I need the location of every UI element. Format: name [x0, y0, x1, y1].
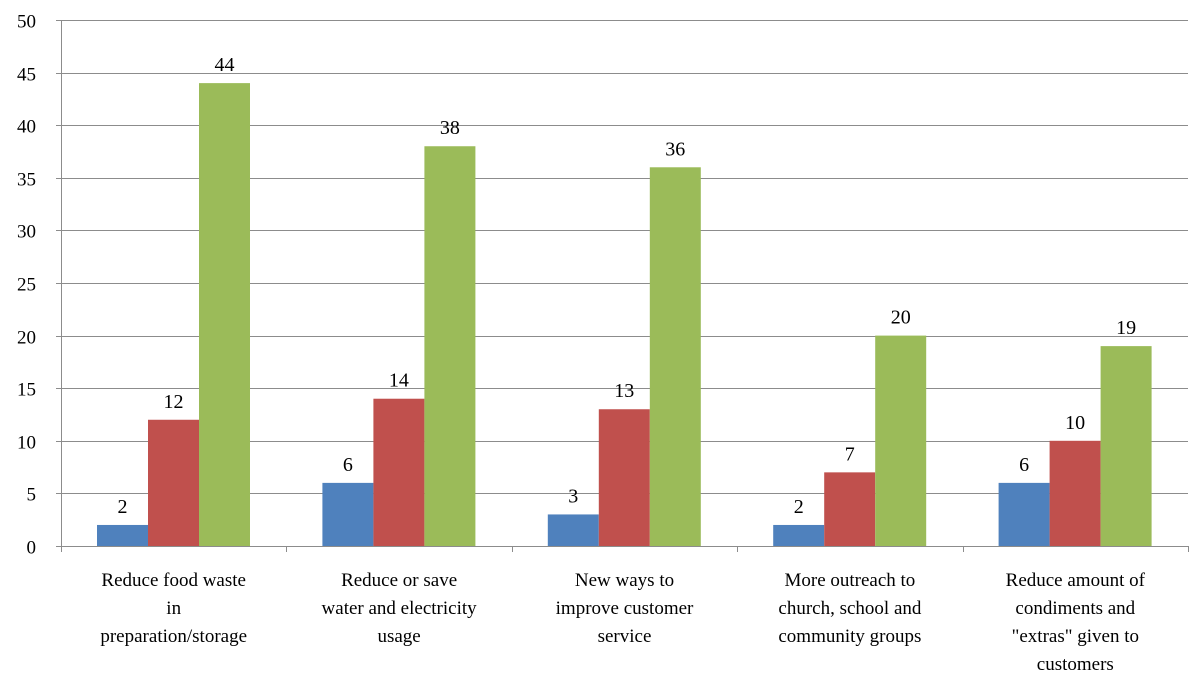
bar-series-1	[998, 482, 1050, 546]
bar-series-2	[1049, 440, 1101, 546]
y-tick-label: 5	[27, 485, 37, 506]
data-label: 10	[1065, 412, 1085, 434]
data-label: 36	[665, 138, 685, 160]
bar-series-1	[322, 482, 374, 546]
bar-series-2	[598, 409, 650, 546]
bar-series-1	[547, 514, 599, 546]
category-label-line: Reduce amount of	[1006, 570, 1146, 591]
data-label: 7	[845, 443, 855, 465]
bar-series-2	[824, 472, 876, 546]
y-tick-label: 30	[17, 222, 36, 243]
bar-series-3	[1100, 346, 1152, 546]
y-tick-label: 0	[27, 538, 37, 559]
y-tick-labels: 0 5 10 15 20 25 30 35 40 45 50	[17, 12, 36, 559]
category-label: Reduce food waste in preparation/storage	[100, 570, 247, 647]
category-label-line: "extras" given to	[1012, 626, 1139, 647]
bar-series-3	[199, 83, 250, 547]
data-label: 13	[614, 380, 634, 402]
data-labels: 2 6 3 2 6 12 14 13 7 10 44 38 36 20 19	[118, 54, 1137, 518]
category-label-line: preparation/storage	[100, 626, 247, 647]
category-labels: Reduce food waste in preparation/storageRe…	[100, 570, 1145, 675]
bar-series-1	[97, 524, 148, 546]
data-label: 2	[118, 496, 128, 518]
y-tick-label: 10	[17, 433, 36, 454]
data-label: 14	[389, 370, 409, 392]
bar-series-2	[373, 398, 425, 546]
bar-series-3	[875, 335, 927, 546]
y-tick-label: 20	[17, 328, 36, 349]
category-label-line: in	[166, 598, 181, 619]
data-label: 20	[891, 307, 911, 329]
category-label-line: improve customer	[556, 598, 694, 619]
category-label-line: New ways to	[575, 570, 674, 591]
category-label-line: church, school and	[778, 598, 921, 619]
category-label-line: usage	[377, 626, 420, 647]
data-label: 2	[794, 496, 804, 518]
data-label: 6	[1019, 454, 1029, 476]
bar-series-3	[649, 167, 701, 546]
data-label: 19	[1116, 317, 1136, 339]
data-label: 38	[440, 117, 460, 139]
category-label-line: service	[598, 626, 652, 647]
y-tick-label: 25	[17, 275, 36, 296]
category-label-line: More outreach to	[784, 570, 915, 591]
category-label-line: Reduce food waste	[101, 570, 246, 591]
bar-series-2	[148, 419, 199, 546]
y-tick-label: 35	[17, 170, 36, 191]
y-tick-label: 45	[17, 65, 36, 86]
data-label: 12	[164, 391, 184, 413]
category-label: Reduce or save water and electricity usage	[322, 570, 478, 647]
category-label: Reduce amount of condiments and "extras" g…	[1006, 570, 1146, 675]
data-label: 44	[215, 54, 235, 76]
y-tick-label: 50	[17, 12, 36, 33]
axes	[56, 20, 1189, 552]
category-label: More outreach to church, school and commun…	[778, 570, 922, 647]
category-label-line: community groups	[778, 626, 921, 647]
y-tick-label: 15	[17, 380, 36, 401]
category-label: New ways to improve customer service	[556, 570, 694, 647]
bar-series-3	[424, 146, 476, 547]
y-tick-label: 40	[17, 117, 36, 138]
category-label-line: water and electricity	[322, 598, 478, 619]
bar-series-1	[773, 524, 825, 546]
data-label: 6	[343, 454, 353, 476]
data-label: 3	[568, 485, 578, 507]
category-label-line: Reduce or save	[341, 570, 457, 591]
bars	[97, 83, 1152, 547]
category-label-line: customers	[1037, 654, 1114, 675]
category-label-line: condiments and	[1015, 598, 1135, 619]
